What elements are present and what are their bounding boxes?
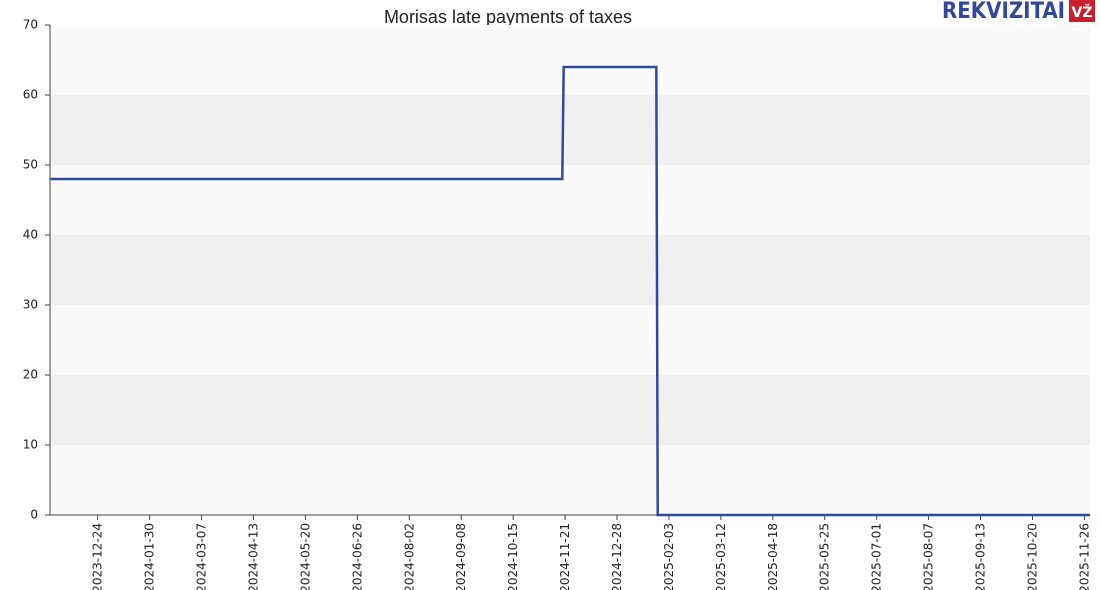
y-tick-label: 10 bbox=[23, 438, 38, 452]
x-tick-label: 2025-11-26 bbox=[1077, 523, 1091, 590]
grid-band bbox=[50, 95, 1090, 165]
logo-badge-bg bbox=[1069, 0, 1095, 22]
x-tick-label: 2024-05-20 bbox=[298, 523, 312, 590]
x-tick-label: 2024-04-13 bbox=[247, 523, 261, 590]
x-tick-label: 2024-01-30 bbox=[143, 523, 157, 590]
grid-band bbox=[50, 375, 1090, 445]
grid-band bbox=[50, 165, 1090, 235]
x-tick-label: 2024-10-15 bbox=[506, 523, 520, 590]
x-tick-label: 2024-03-07 bbox=[195, 523, 209, 590]
logo-text: REKVIZITAI bbox=[942, 0, 1065, 24]
line bbox=[50, 65, 1090, 517]
x-tick-label: 2024-08-02 bbox=[402, 523, 416, 590]
x-tick-label: 2024-12-28 bbox=[610, 523, 624, 590]
y-tick-label: 0 bbox=[30, 508, 38, 522]
logo-badge: VŽ bbox=[1072, 4, 1093, 21]
y-tick-label: 50 bbox=[23, 158, 38, 172]
x-tick-label: 2024-11-21 bbox=[558, 523, 572, 590]
y-tick-label: 60 bbox=[23, 88, 38, 102]
x-tick-label: 2025-10-20 bbox=[1025, 523, 1039, 590]
y-tick-label: 20 bbox=[23, 368, 38, 382]
x-tick-label: 2024-09-08 bbox=[454, 523, 468, 590]
chart-title: Morisas late payments of taxes bbox=[384, 7, 632, 27]
x-tick-label: 2025-02-03 bbox=[662, 523, 676, 590]
y-tick-label: 40 bbox=[23, 228, 38, 242]
x-tick-label: 2023-12-24 bbox=[91, 523, 105, 590]
grid-band bbox=[50, 305, 1090, 375]
grid-band bbox=[50, 235, 1090, 305]
x-tick-label: 2025-07-01 bbox=[870, 523, 884, 590]
grid-band bbox=[50, 25, 1090, 95]
x-tick-label: 2025-03-12 bbox=[714, 523, 728, 590]
x-tick-label: 2025-09-13 bbox=[974, 523, 988, 590]
x-tick-label: 2025-04-18 bbox=[766, 523, 780, 590]
grid-band bbox=[50, 445, 1090, 515]
y-tick-label: 70 bbox=[23, 18, 38, 32]
y-tick-label: 30 bbox=[23, 298, 38, 312]
x-tick-label: 2025-08-07 bbox=[922, 523, 936, 590]
x-tick-label: 2025-05-25 bbox=[818, 523, 832, 590]
x-tick-label: 2024-06-26 bbox=[350, 523, 364, 590]
